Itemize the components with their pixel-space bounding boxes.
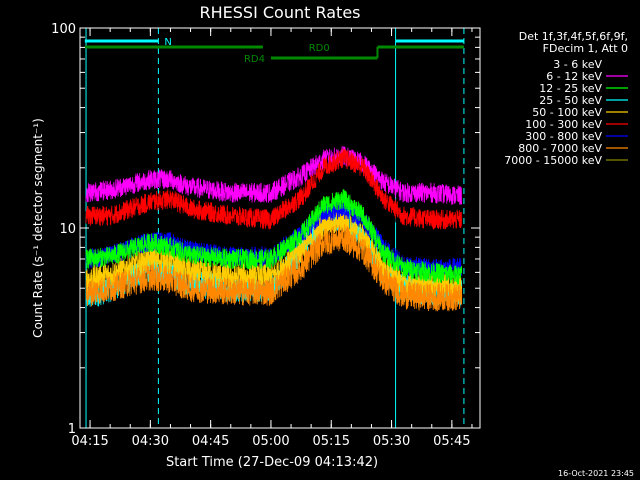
night-bar-label: N (164, 37, 171, 48)
y-tick-label: 100 (51, 22, 76, 37)
legend-label: 25 - 50 keV (539, 94, 602, 107)
footer-date: 16-Oct-2021 23:45 (558, 469, 634, 478)
axes: 04:15 04:30 04:45 05:00 05:15 05:30 05:45 1 10 10… (51, 22, 480, 449)
legend-label: 300 - 800 keV (525, 130, 602, 143)
x-tick-label: 04:30 (132, 434, 169, 449)
y-tick-label: 10 (59, 222, 76, 237)
legend-label: 7000 - 15000 keV (504, 154, 602, 167)
y-axis-label: Count Rate (s⁻¹ detector segment⁻¹) (31, 118, 45, 338)
annotation-layer: N RD0 RD4 (84, 37, 464, 65)
x-tick-label: 05:30 (373, 434, 410, 449)
x-tick-label: 04:15 (71, 434, 108, 449)
series-line-7 (85, 224, 463, 312)
legend-label: 50 - 100 keV (532, 106, 602, 119)
legend-label: 3 - 6 keV (553, 58, 602, 71)
x-tick-label: 05:15 (313, 434, 350, 449)
legend: Det 1f,3f,4f,5f,6f,9f,FDecim 1, Att 0 3 -… (504, 30, 628, 167)
y-tick-label: 1 (68, 422, 76, 437)
rd4-label: RD4 (244, 54, 265, 65)
x-axis-label: Start Time (27-Dec-09 04:13:42) (166, 455, 378, 470)
plot-frame (79, 27, 481, 429)
legend-label: 6 - 12 keV (546, 70, 602, 83)
legend-label: 800 - 7000 keV (518, 142, 602, 155)
x-tick-label: 05:00 (252, 434, 289, 449)
legend-header-line-1: Det 1f,3f,4f,5f,6f,9f, (519, 30, 628, 43)
series-line-1 (85, 146, 463, 206)
rd0-label: RD0 (309, 43, 330, 54)
chart-title: RHESSI Count Rates (200, 3, 361, 22)
x-tick-label: 04:45 (192, 434, 229, 449)
series-line-5 (85, 148, 463, 230)
legend-label: 100 - 300 keV (525, 118, 602, 131)
legend-label: 12 - 25 keV (539, 82, 602, 95)
series-layer (85, 146, 463, 312)
x-tick-label: 05:45 (433, 434, 470, 449)
night-markers (85, 28, 465, 428)
legend-header-line-2: FDecim 1, Att 0 (543, 42, 628, 55)
series-line-2 (85, 189, 463, 285)
